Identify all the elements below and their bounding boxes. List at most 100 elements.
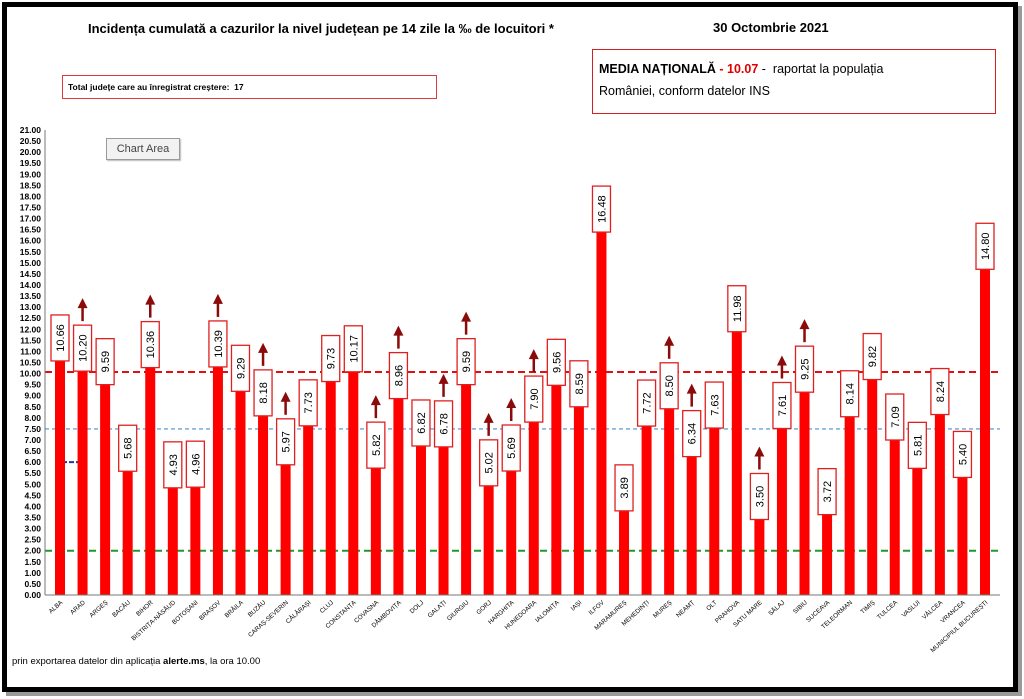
data-label-text: 5.40 (957, 444, 969, 465)
increase-arrow-icon (776, 355, 787, 379)
x-tick-label: SĂLAJ (766, 598, 786, 618)
data-label-text: 8.50 (664, 375, 676, 396)
chart-title: Incidența cumulată a cazurilor la nivel … (88, 21, 554, 36)
increase-arrow-icon (212, 293, 223, 317)
data-label-box (794, 345, 815, 393)
y-tick-label: 2.00 (24, 546, 41, 556)
chart-area-tooltip: Chart Area (106, 138, 180, 160)
data-labels: 10.66 10.20 9.59 5.68 10.36 4.93 4.96 10.39 9.29… (50, 185, 995, 521)
data-label: 8.14 (839, 370, 860, 418)
data-label-text: 16.48 (596, 195, 608, 223)
increase-arrow-icon (483, 412, 494, 436)
national-average-dash-after: - (761, 62, 766, 76)
y-tick-label: 3.50 (24, 513, 41, 523)
data-label-text: 7.73 (303, 392, 315, 413)
data-label-text: 7.63 (709, 394, 721, 415)
y-tick-label: 5.00 (24, 479, 41, 489)
data-label-box (140, 320, 160, 369)
data-label-box (546, 338, 566, 386)
y-tick-label: 1.50 (24, 557, 41, 567)
x-tick-label: NEAMȚ (675, 599, 696, 619)
data-label: 11.98 (727, 285, 747, 333)
data-label-text: 5.02 (484, 452, 496, 473)
data-label-text: 9.73 (326, 348, 338, 369)
bar (55, 358, 65, 595)
axes (44, 130, 1000, 596)
bar (619, 508, 630, 595)
bar (235, 389, 246, 595)
data-label-box (614, 464, 634, 512)
data-label-box (659, 362, 679, 410)
data-label: 9.59 (456, 337, 476, 386)
y-tick-label: 8.00 (24, 413, 41, 423)
bar (822, 512, 833, 595)
data-label: 7.90 (524, 375, 544, 423)
data-label: 8.24 (930, 367, 950, 416)
data-label-text: 7.09 (890, 406, 902, 427)
data-label-text: 9.29 (235, 358, 247, 379)
bar (799, 390, 810, 595)
y-tick-label: 11.00 (20, 346, 41, 356)
national-average-text1: raportat la populația (772, 62, 884, 76)
bar (844, 414, 855, 595)
arrow-head (483, 412, 494, 423)
bar (957, 475, 968, 595)
data-label-box (975, 222, 995, 270)
x-tick-label: ARGEȘ (88, 599, 109, 619)
data-label-text: 9.59 (100, 351, 112, 372)
data-label: 5.82 (366, 421, 386, 469)
data-label: 7.09 (885, 393, 905, 441)
bar (776, 426, 787, 595)
y-tick-label: 17.50 (20, 203, 42, 213)
data-label-text: 3.89 (619, 477, 631, 498)
data-label: 7.63 (704, 381, 724, 429)
data-label: 9.73 (321, 334, 341, 383)
data-label: 5.97 (275, 418, 296, 466)
x-tick-label: GORJ (475, 599, 493, 616)
y-tick-label: 10.50 (20, 358, 42, 368)
y-tick-label: 13.00 (20, 302, 42, 312)
increase-arrow-icon (664, 335, 675, 359)
data-label: 8.59 (569, 360, 589, 408)
bar (258, 413, 269, 595)
bar (167, 485, 178, 595)
y-tick-label: 8.50 (24, 402, 41, 412)
arrow-head (212, 293, 223, 304)
data-label: 6.82 (411, 399, 431, 447)
y-tick-label: 17.00 (20, 214, 42, 224)
y-tick-label: 14.50 (20, 269, 42, 279)
y-tick-label: 5.50 (24, 468, 41, 478)
arrow-head (528, 349, 539, 360)
y-tick-label: 15.50 (20, 247, 42, 257)
bar (190, 485, 201, 595)
x-tick-label: OLT (705, 599, 719, 612)
y-tick-label: 20.50 (20, 136, 42, 146)
data-label-text: 9.82 (867, 346, 879, 367)
arrow-head (145, 294, 156, 305)
data-label-text: 6.78 (439, 413, 451, 434)
bar (709, 426, 720, 595)
footer-suffix: , la ora 10.00 (204, 656, 261, 667)
data-label: 7.72 (636, 379, 657, 427)
arrow-head (799, 319, 810, 330)
footer-note: prin exportarea datelor din aplicația al… (12, 656, 260, 667)
arrow-head (393, 325, 404, 336)
arrow-head (258, 342, 269, 353)
data-label-text: 5.97 (281, 431, 293, 452)
x-tick-label: CLUJ (319, 599, 335, 615)
bar (573, 404, 584, 595)
arrow-head (461, 311, 472, 322)
data-label: 8.18 (253, 369, 273, 417)
data-label-box (185, 440, 206, 488)
data-label: 9.82 (862, 332, 882, 381)
y-tick-label: 18.00 (20, 191, 42, 201)
y-tick-label: 1.00 (24, 568, 41, 578)
y-tick-label: 7.00 (24, 435, 41, 445)
y-tick-labels: 0.000.501.001.502.002.503.003.50 4.004.50… (20, 125, 42, 600)
bar (122, 469, 133, 595)
data-label: 10.36 (140, 320, 160, 369)
y-tick-label: 0.00 (24, 590, 41, 600)
x-tick-label: BUZĂU (246, 597, 268, 618)
data-label-box (727, 285, 747, 333)
